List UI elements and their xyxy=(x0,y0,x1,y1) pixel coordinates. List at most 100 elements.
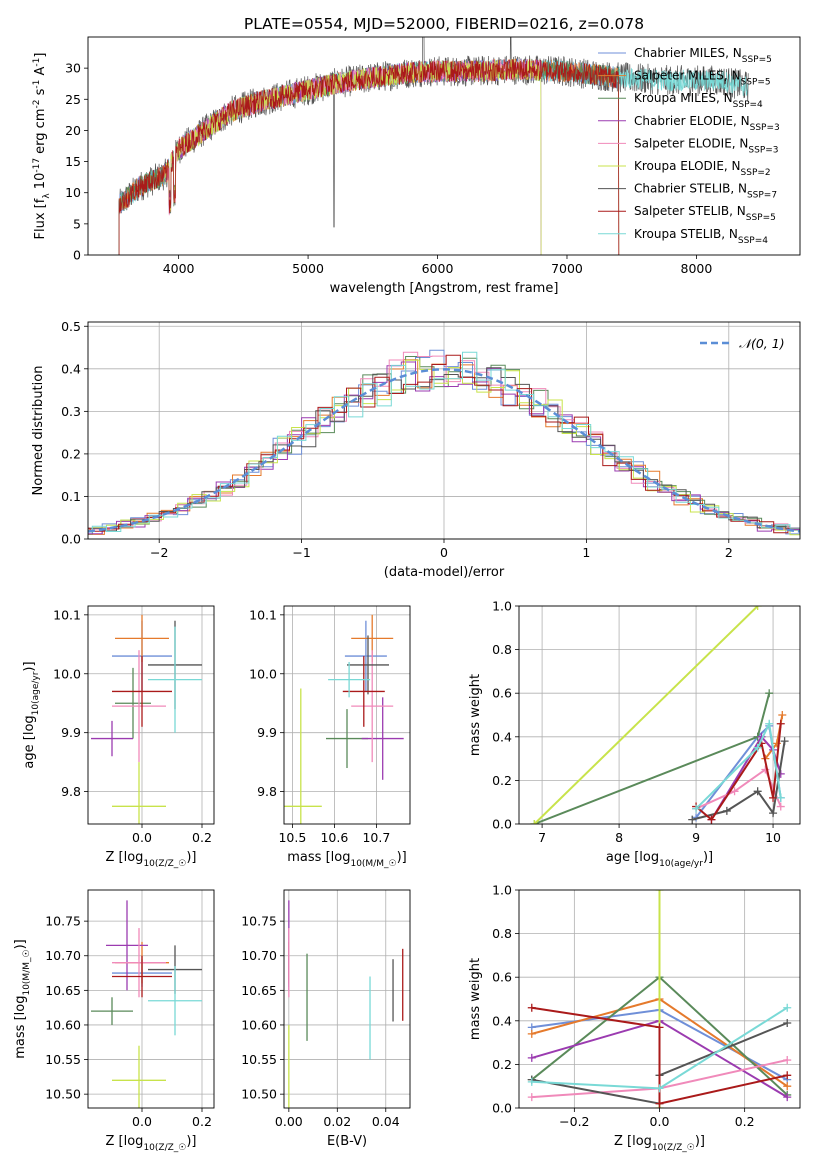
x-tick-label: 6000 xyxy=(422,261,454,276)
label-text: )] xyxy=(397,850,407,865)
label-script: SSP=5 xyxy=(741,78,771,88)
x-tick-label: 0.2 xyxy=(192,1114,212,1129)
x-axis-label: age [log10(age/yr)] xyxy=(606,850,713,869)
y-tick-label: 10.50 xyxy=(45,1087,81,1102)
axes-frame xyxy=(518,605,801,825)
x-tick-label: 0.0 xyxy=(650,1114,670,1129)
plot-area-residuals xyxy=(88,349,800,536)
weight-marker xyxy=(655,1084,664,1093)
x-tick-label: 0.2 xyxy=(735,1114,755,1129)
y-tick-label: 10.55 xyxy=(45,1052,81,1067)
weight-marker xyxy=(707,815,716,824)
y-axis-label: mass weight xyxy=(468,958,483,1040)
label-text: )] xyxy=(703,850,713,865)
spectrum-line-9 xyxy=(118,58,749,255)
weight-marker xyxy=(783,1093,792,1102)
y-tick-label: 10.0 xyxy=(249,666,277,681)
y-tick-label: 10.50 xyxy=(241,1087,277,1102)
panel-spectrum: 4000 5000 6000 7000 8000 0 5 10 15 20 25 30 waveleng… xyxy=(32,36,801,296)
y-tick-label: 5 xyxy=(73,216,81,231)
y-tick-label: 10.75 xyxy=(241,914,277,929)
y-tick-label: 0.1 xyxy=(61,489,81,504)
label-text: )] xyxy=(186,850,196,865)
axes-frame xyxy=(87,605,215,825)
label-script: 10(Z/Z_☉ xyxy=(143,859,186,869)
y-tick-label: 9.8 xyxy=(61,784,81,799)
y-tick-label: 10.70 xyxy=(241,948,277,963)
y-tick-label: 0.3 xyxy=(61,404,81,419)
weight-line-4 xyxy=(710,735,782,821)
weight-marker xyxy=(780,737,789,746)
legend-label: Salpeter ELODIE, NSSP=3 xyxy=(634,136,779,155)
label-script: 10(M/M_☉ xyxy=(350,859,396,869)
label-script: SSP=3 xyxy=(750,123,780,133)
x-tick-label: 0.04 xyxy=(372,1114,400,1129)
axes-frame xyxy=(518,889,801,1109)
weight-marker xyxy=(655,1099,664,1108)
label-script: SSP=3 xyxy=(748,145,778,155)
weight-marker xyxy=(753,606,762,610)
y-tick-label: 0 xyxy=(73,248,81,263)
y-tick-label: 0.4 xyxy=(492,1013,512,1028)
y-tick-label: 0.2 xyxy=(61,446,81,461)
x-tick-label: 5000 xyxy=(292,261,324,276)
label-text: A xyxy=(33,66,48,79)
y-tick-label: 0.2 xyxy=(492,1057,512,1072)
label-text: Chabrier MILES, N xyxy=(634,46,742,60)
y-tick-label: 1.0 xyxy=(492,883,512,898)
label-text: age [log xyxy=(22,715,37,768)
label-script: SSP=5 xyxy=(746,213,776,223)
x-tick-label: 2 xyxy=(725,545,733,560)
y-tick-label: 0.0 xyxy=(492,817,512,832)
x-axis-label: Z [log10(Z/Z_☉)] xyxy=(106,1134,197,1153)
label-text: )] xyxy=(186,1134,196,1149)
x-tick-label: 0.02 xyxy=(323,1114,351,1129)
label-text: Chabrier ELODIE, N xyxy=(634,114,750,128)
panel-weight-age: 7 8 9 10 0.0 0.2 0.4 0.6 0.8 1.0 age [log10(age/yr… xyxy=(468,599,801,869)
panel-age-mass: 10.5 10.6 10.7 9.8 9.9 10.0 10.1 mass [log10(M/… xyxy=(249,605,411,869)
weight-marker xyxy=(783,1056,792,1065)
y-tick-label: 20 xyxy=(65,123,81,138)
weight-marker xyxy=(688,815,697,824)
label-script: 10(Z/Z_☉ xyxy=(652,1143,695,1153)
y-tick-label: 0.4 xyxy=(61,361,81,376)
legend-label: 𝒩(0, 1) xyxy=(739,336,785,351)
spectrum-line-6 xyxy=(165,58,542,255)
weight-line-6 xyxy=(533,606,759,824)
label-script: SSP=5 xyxy=(742,55,772,65)
label-text: (data-model)/error xyxy=(384,565,505,580)
label-text: wavelength [Angstrom, rest frame] xyxy=(330,281,559,296)
figure-title: PLATE=0554, MJD=52000, FIBERID=0216, z=0… xyxy=(244,15,644,33)
label-text: E(B-V) xyxy=(327,1134,367,1149)
weight-marker xyxy=(776,802,785,811)
y-axis-label: Flux [fλ 10-17 erg cm-2 s-1 A-1] xyxy=(32,53,52,240)
label-script: SSP=7 xyxy=(747,191,777,201)
label-script: SSP=4 xyxy=(738,236,768,246)
legend-label: Chabrier ELODIE, NSSP=3 xyxy=(634,114,780,133)
y-tick-label: 10.0 xyxy=(53,666,81,681)
label-text: age [log xyxy=(606,850,659,865)
legend-label: Salpeter MILES, NSSP=5 xyxy=(634,69,771,88)
x-tick-label: 0.0 xyxy=(132,1114,152,1129)
y-tick-label: 10.65 xyxy=(45,983,81,998)
label-script: SSP=2 xyxy=(741,168,771,178)
y-tick-label: 0.5 xyxy=(61,319,81,334)
x-tick-label: 8 xyxy=(615,830,623,845)
weight-marker xyxy=(722,806,731,815)
label-text: mass weight xyxy=(468,958,483,1040)
label-text: Z [log xyxy=(614,1134,652,1149)
y-axis-label: Normed distribution xyxy=(31,366,46,496)
weight-marker xyxy=(776,793,785,802)
y-tick-label: 10.75 xyxy=(45,914,81,929)
weight-marker xyxy=(778,711,787,719)
weight-marker xyxy=(769,809,778,818)
weight-marker xyxy=(527,1029,536,1038)
weight-marker xyxy=(527,1053,536,1062)
x-tick-label: −2 xyxy=(150,545,168,560)
x-tick-label: −0.2 xyxy=(559,1114,589,1129)
weight-marker xyxy=(783,1071,792,1080)
label-text: erg cm xyxy=(33,108,48,157)
weight-line-3 xyxy=(534,692,771,824)
